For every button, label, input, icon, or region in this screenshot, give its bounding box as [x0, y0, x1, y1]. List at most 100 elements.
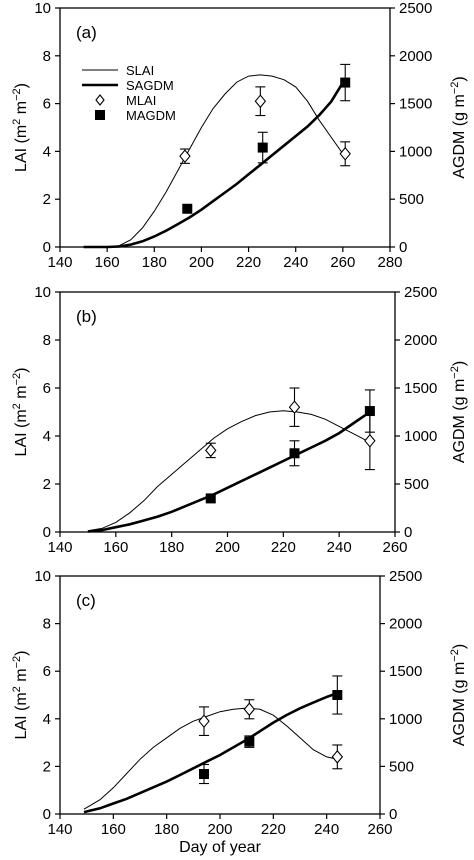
marker-mlai [198, 714, 210, 729]
x-tick-label: 260 [382, 539, 407, 556]
x-tick-label: 180 [159, 539, 184, 556]
legend-label: MLAI [126, 93, 156, 108]
y-left-tick-label: 8 [43, 616, 51, 633]
y-left-tick-label: 0 [43, 806, 51, 823]
y-left-tick-label: 0 [43, 239, 51, 256]
y-left-axis-title: LAI (m2 m−2) [11, 651, 30, 740]
panel-label: (a) [76, 23, 97, 42]
marker-magdm [205, 493, 216, 504]
series-line-sagdm [87, 412, 368, 533]
plot-frame [59, 291, 396, 533]
y-left-tick-label: 10 [34, 568, 51, 585]
y-right-axis-title: AGDM (g m−2) [449, 644, 468, 746]
marker-magdm [257, 142, 268, 153]
marker-magdm [340, 77, 351, 88]
legend-label: SLAI [126, 63, 154, 78]
marker-magdm [364, 406, 375, 417]
x-tick-label: 240 [283, 254, 308, 271]
x-tick-label: 140 [47, 821, 72, 838]
x-tick-label: 220 [261, 821, 286, 838]
y-right-tick-label: 1000 [389, 711, 422, 728]
marker-magdm [199, 769, 209, 780]
x-tick-label: 200 [189, 254, 214, 271]
marker-magdm [332, 690, 343, 700]
y-right-tick-label: 0 [399, 239, 407, 256]
y-right-tick-label: 1500 [399, 96, 432, 113]
series-line-slai [83, 707, 338, 810]
y-right-tick-label: 2500 [399, 0, 432, 17]
series-line-slai [87, 410, 368, 532]
y-right-tick-label: 2500 [389, 568, 422, 585]
x-tick-label: 200 [215, 539, 240, 556]
chart-panel-b: 140 160 180 200 220 240 2600246810050010001500… [11, 284, 468, 556]
y-right-tick-label: 1000 [404, 428, 437, 445]
legend-swatch-diamond [95, 94, 105, 106]
x-tick-label: 180 [142, 254, 167, 271]
legend-label: SAGDM [126, 78, 174, 93]
x-tick-label: 220 [236, 254, 261, 271]
y-right-tick-label: 500 [404, 476, 429, 493]
y-right-tick-label: 2500 [404, 284, 437, 301]
y-left-tick-label: 0 [43, 524, 51, 541]
y-left-tick-label: 4 [43, 143, 51, 160]
y-left-tick-label: 2 [43, 758, 51, 775]
marker-magdm [244, 736, 255, 747]
y-left-tick-label: 4 [43, 711, 51, 728]
y-right-axis-title: AGDM (g m−2) [449, 361, 468, 463]
x-tick-label: 180 [154, 821, 179, 838]
marker-magdm [182, 203, 193, 214]
marker-mlai [179, 149, 191, 164]
chart-panel-a: 140 160 180 200 220 240 260 2800246810050010001… [11, 0, 468, 271]
legend-swatch-square [95, 110, 105, 120]
marker-mlai [288, 400, 301, 415]
y-left-tick-label: 10 [34, 0, 51, 17]
x-tick-label: 160 [95, 254, 120, 271]
marker-mlai [339, 146, 351, 161]
marker-mlai [254, 94, 267, 109]
y-right-tick-label: 1500 [389, 663, 422, 680]
x-tick-label: 140 [47, 254, 72, 271]
y-right-tick-label: 0 [389, 806, 397, 823]
x-tick-label: 240 [327, 539, 352, 556]
marker-mlai [364, 433, 376, 448]
x-tick-label: 140 [47, 539, 72, 556]
y-right-tick-label: 0 [404, 524, 412, 541]
y-left-tick-label: 2 [43, 191, 51, 208]
y-right-tick-label: 500 [389, 758, 414, 775]
y-left-tick-label: 6 [43, 380, 51, 397]
x-tick-label: 240 [314, 821, 339, 838]
y-right-tick-label: 2000 [404, 332, 437, 349]
marker-magdm [289, 448, 300, 459]
panel-label: (c) [76, 591, 96, 610]
y-left-tick-label: 8 [43, 332, 51, 349]
x-tick-label: 260 [367, 821, 392, 838]
y-right-tick-label: 2000 [389, 616, 422, 633]
plot-frame [59, 7, 391, 248]
marker-mlai [243, 702, 256, 717]
marker-mlai [331, 750, 344, 764]
y-right-tick-label: 2000 [399, 48, 432, 65]
series-line-sagdm [83, 81, 345, 249]
y-right-tick-label: 1500 [404, 380, 437, 397]
x-tick-label: 260 [330, 254, 355, 271]
marker-mlai [205, 443, 217, 458]
y-left-tick-label: 6 [43, 663, 51, 680]
legend-label: MAGDM [126, 108, 176, 123]
y-left-tick-label: 8 [43, 48, 51, 65]
y-right-tick-label: 1000 [399, 143, 432, 160]
x-tick-label: 280 [377, 254, 402, 271]
y-left-tick-label: 4 [43, 428, 51, 445]
series-line-sagdm [83, 691, 338, 814]
y-left-tick-label: 2 [43, 476, 51, 493]
y-left-tick-label: 10 [34, 284, 51, 301]
y-left-axis-title: LAI (m2 m−2) [11, 368, 30, 457]
series-line-slai [83, 74, 344, 248]
x-axis-title: Day of year [179, 839, 261, 856]
y-right-tick-label: 500 [399, 191, 424, 208]
y-left-tick-label: 6 [43, 96, 51, 113]
x-tick-label: 160 [101, 821, 126, 838]
y-left-axis-title: LAI (m2 m−2) [11, 83, 30, 172]
y-right-axis-title: AGDM (g m−2) [449, 76, 468, 178]
